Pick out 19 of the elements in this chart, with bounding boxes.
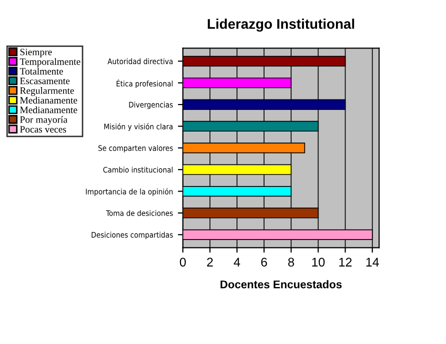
legend-label: Por mayoría xyxy=(20,116,68,125)
legend-label: Medianamente xyxy=(20,106,78,114)
x-tick-label: 10 xyxy=(312,258,325,267)
x-tick-label: 0 xyxy=(180,258,186,267)
x-axis-title: Docentes Encuestados xyxy=(220,280,342,288)
x-tick-label: 4 xyxy=(234,258,240,266)
legend-label: Siempre xyxy=(20,48,52,58)
legend-label: Escasamente xyxy=(20,78,70,84)
x-tick-label: 6 xyxy=(261,258,267,267)
x-tick-label: 14 xyxy=(366,258,379,266)
x-tick-label: 8 xyxy=(288,258,294,267)
legend-label: Regularmente xyxy=(20,87,74,96)
legend-label: Medianamente xyxy=(20,96,78,104)
legend-label: Pocas veces xyxy=(20,126,66,133)
x-tick-label: 12 xyxy=(339,258,352,266)
x-tick-label: 2 xyxy=(207,258,213,266)
legend-label: Totalmente xyxy=(20,68,63,75)
legend-label: Temporalmente xyxy=(20,58,80,67)
chart-title: Liderazgo Institutional xyxy=(208,18,354,32)
